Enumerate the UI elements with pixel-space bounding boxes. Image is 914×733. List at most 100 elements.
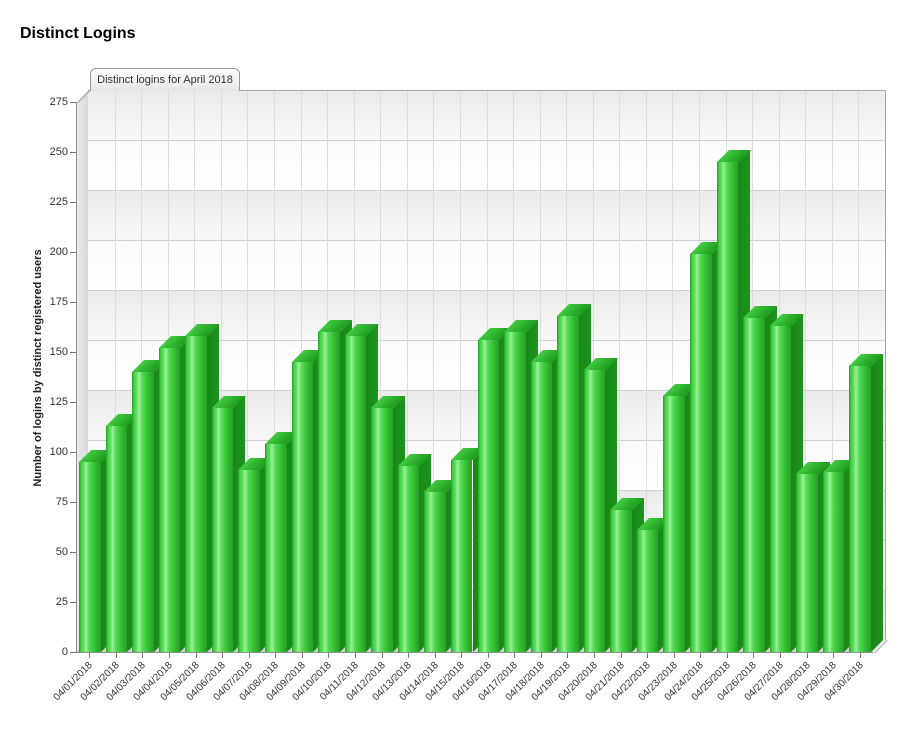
- y-tick: [70, 602, 76, 603]
- vgrid-line: [459, 90, 461, 640]
- y-tick-label: 150: [49, 346, 68, 358]
- x-tick: [514, 653, 516, 658]
- chart-bar[interactable]: [849, 366, 871, 652]
- chart-bar[interactable]: [158, 348, 181, 652]
- y-tick-label: 75: [55, 496, 68, 508]
- y-tick-label: 50: [55, 546, 68, 558]
- y-tick-label: 200: [49, 246, 68, 258]
- x-tick: [540, 653, 542, 658]
- chart-bar[interactable]: [424, 492, 446, 652]
- chart-bar[interactable]: [504, 332, 526, 652]
- chart-bar[interactable]: [716, 162, 739, 652]
- y-tick: [70, 102, 76, 103]
- x-tick: [328, 653, 330, 658]
- x-tick: [301, 653, 303, 658]
- x-tick: [700, 653, 702, 658]
- chart-bar[interactable]: [636, 530, 659, 652]
- vgrid-line: [380, 90, 382, 640]
- axis-line-left: [76, 102, 77, 652]
- chart-bar[interactable]: [79, 462, 101, 652]
- y-tick: [70, 152, 76, 153]
- x-tick: [168, 653, 170, 658]
- chart-bar[interactable]: [397, 466, 420, 652]
- y-axis-title: Number of logins by distinct registered …: [32, 249, 44, 487]
- y-tick: [70, 552, 76, 553]
- chart-bar[interactable]: [690, 254, 712, 652]
- chart-bar[interactable]: [185, 336, 207, 652]
- vgrid-line: [805, 90, 807, 640]
- chart-tab-label: Distinct logins for April 2018: [97, 74, 233, 86]
- chart-bar[interactable]: [371, 408, 393, 652]
- y-tick: [70, 502, 76, 503]
- x-tick: [806, 653, 808, 658]
- chart-bar[interactable]: [583, 370, 606, 652]
- y-tick: [70, 402, 76, 403]
- x-tick: [434, 653, 436, 658]
- chart-bar[interactable]: [663, 396, 686, 652]
- chart-bar[interactable]: [264, 444, 287, 652]
- vgrid-line: [433, 90, 435, 640]
- chart-bar[interactable]: [769, 326, 792, 652]
- x-tick: [753, 653, 755, 658]
- y-tick: [70, 652, 76, 653]
- chart-bar[interactable]: [105, 426, 128, 652]
- vgrid-line: [672, 90, 674, 640]
- y-tick-label: 275: [49, 96, 68, 108]
- x-tick: [381, 653, 383, 658]
- x-tick: [620, 653, 622, 658]
- x-tick: [248, 653, 250, 658]
- x-tick: [647, 653, 649, 658]
- chart-bar[interactable]: [238, 470, 260, 652]
- x-tick: [275, 653, 277, 658]
- x-tick: [408, 653, 410, 658]
- chart-bar[interactable]: [291, 362, 314, 652]
- x-tick: [195, 653, 197, 658]
- x-tick: [354, 653, 356, 658]
- vgrid-line: [220, 90, 222, 640]
- y-tick-label: 175: [49, 296, 68, 308]
- axis-line-bottom: [76, 652, 873, 653]
- x-tick: [115, 653, 117, 658]
- x-tick: [567, 653, 569, 658]
- y-tick: [70, 202, 76, 203]
- x-tick: [726, 653, 728, 658]
- y-tick-label: 25: [55, 596, 68, 608]
- chart-bar[interactable]: [530, 362, 553, 652]
- y-tick: [70, 352, 76, 353]
- y-tick: [70, 252, 76, 253]
- y-tick-label: 225: [49, 196, 68, 208]
- chart-bar[interactable]: [796, 474, 818, 652]
- x-tick: [859, 653, 861, 658]
- y-tick-label: 100: [49, 446, 68, 458]
- vgrid-line: [645, 90, 647, 640]
- x-tick: [142, 653, 144, 658]
- vgrid-line: [247, 90, 249, 640]
- vgrid-line: [273, 90, 275, 640]
- x-tick: [487, 653, 489, 658]
- page-title: Distinct Logins: [20, 25, 136, 42]
- chart-bar[interactable]: [610, 510, 632, 652]
- chart-bar[interactable]: [211, 408, 234, 652]
- x-tick: [780, 653, 782, 658]
- x-tick: [594, 653, 596, 658]
- chart-bar[interactable]: [822, 472, 845, 652]
- bar-side-face: [871, 354, 883, 652]
- plot-border-right: [885, 90, 886, 640]
- vgrid-line: [619, 90, 621, 640]
- chart-bar[interactable]: [557, 316, 579, 652]
- chart-bar[interactable]: [743, 318, 765, 652]
- chart-bar[interactable]: [450, 460, 473, 652]
- chart-bar[interactable]: [344, 336, 367, 652]
- chart-tab[interactable]: Distinct logins for April 2018: [90, 68, 240, 91]
- y-tick-label: 250: [49, 146, 68, 158]
- plot-border-top: [88, 90, 885, 91]
- chart-bar[interactable]: [132, 372, 154, 652]
- y-tick: [70, 302, 76, 303]
- chart-bar[interactable]: [477, 340, 500, 652]
- chart-bar[interactable]: [318, 332, 340, 652]
- x-tick: [461, 653, 463, 658]
- vgrid-line: [114, 90, 116, 640]
- y-tick-label: 125: [49, 396, 68, 408]
